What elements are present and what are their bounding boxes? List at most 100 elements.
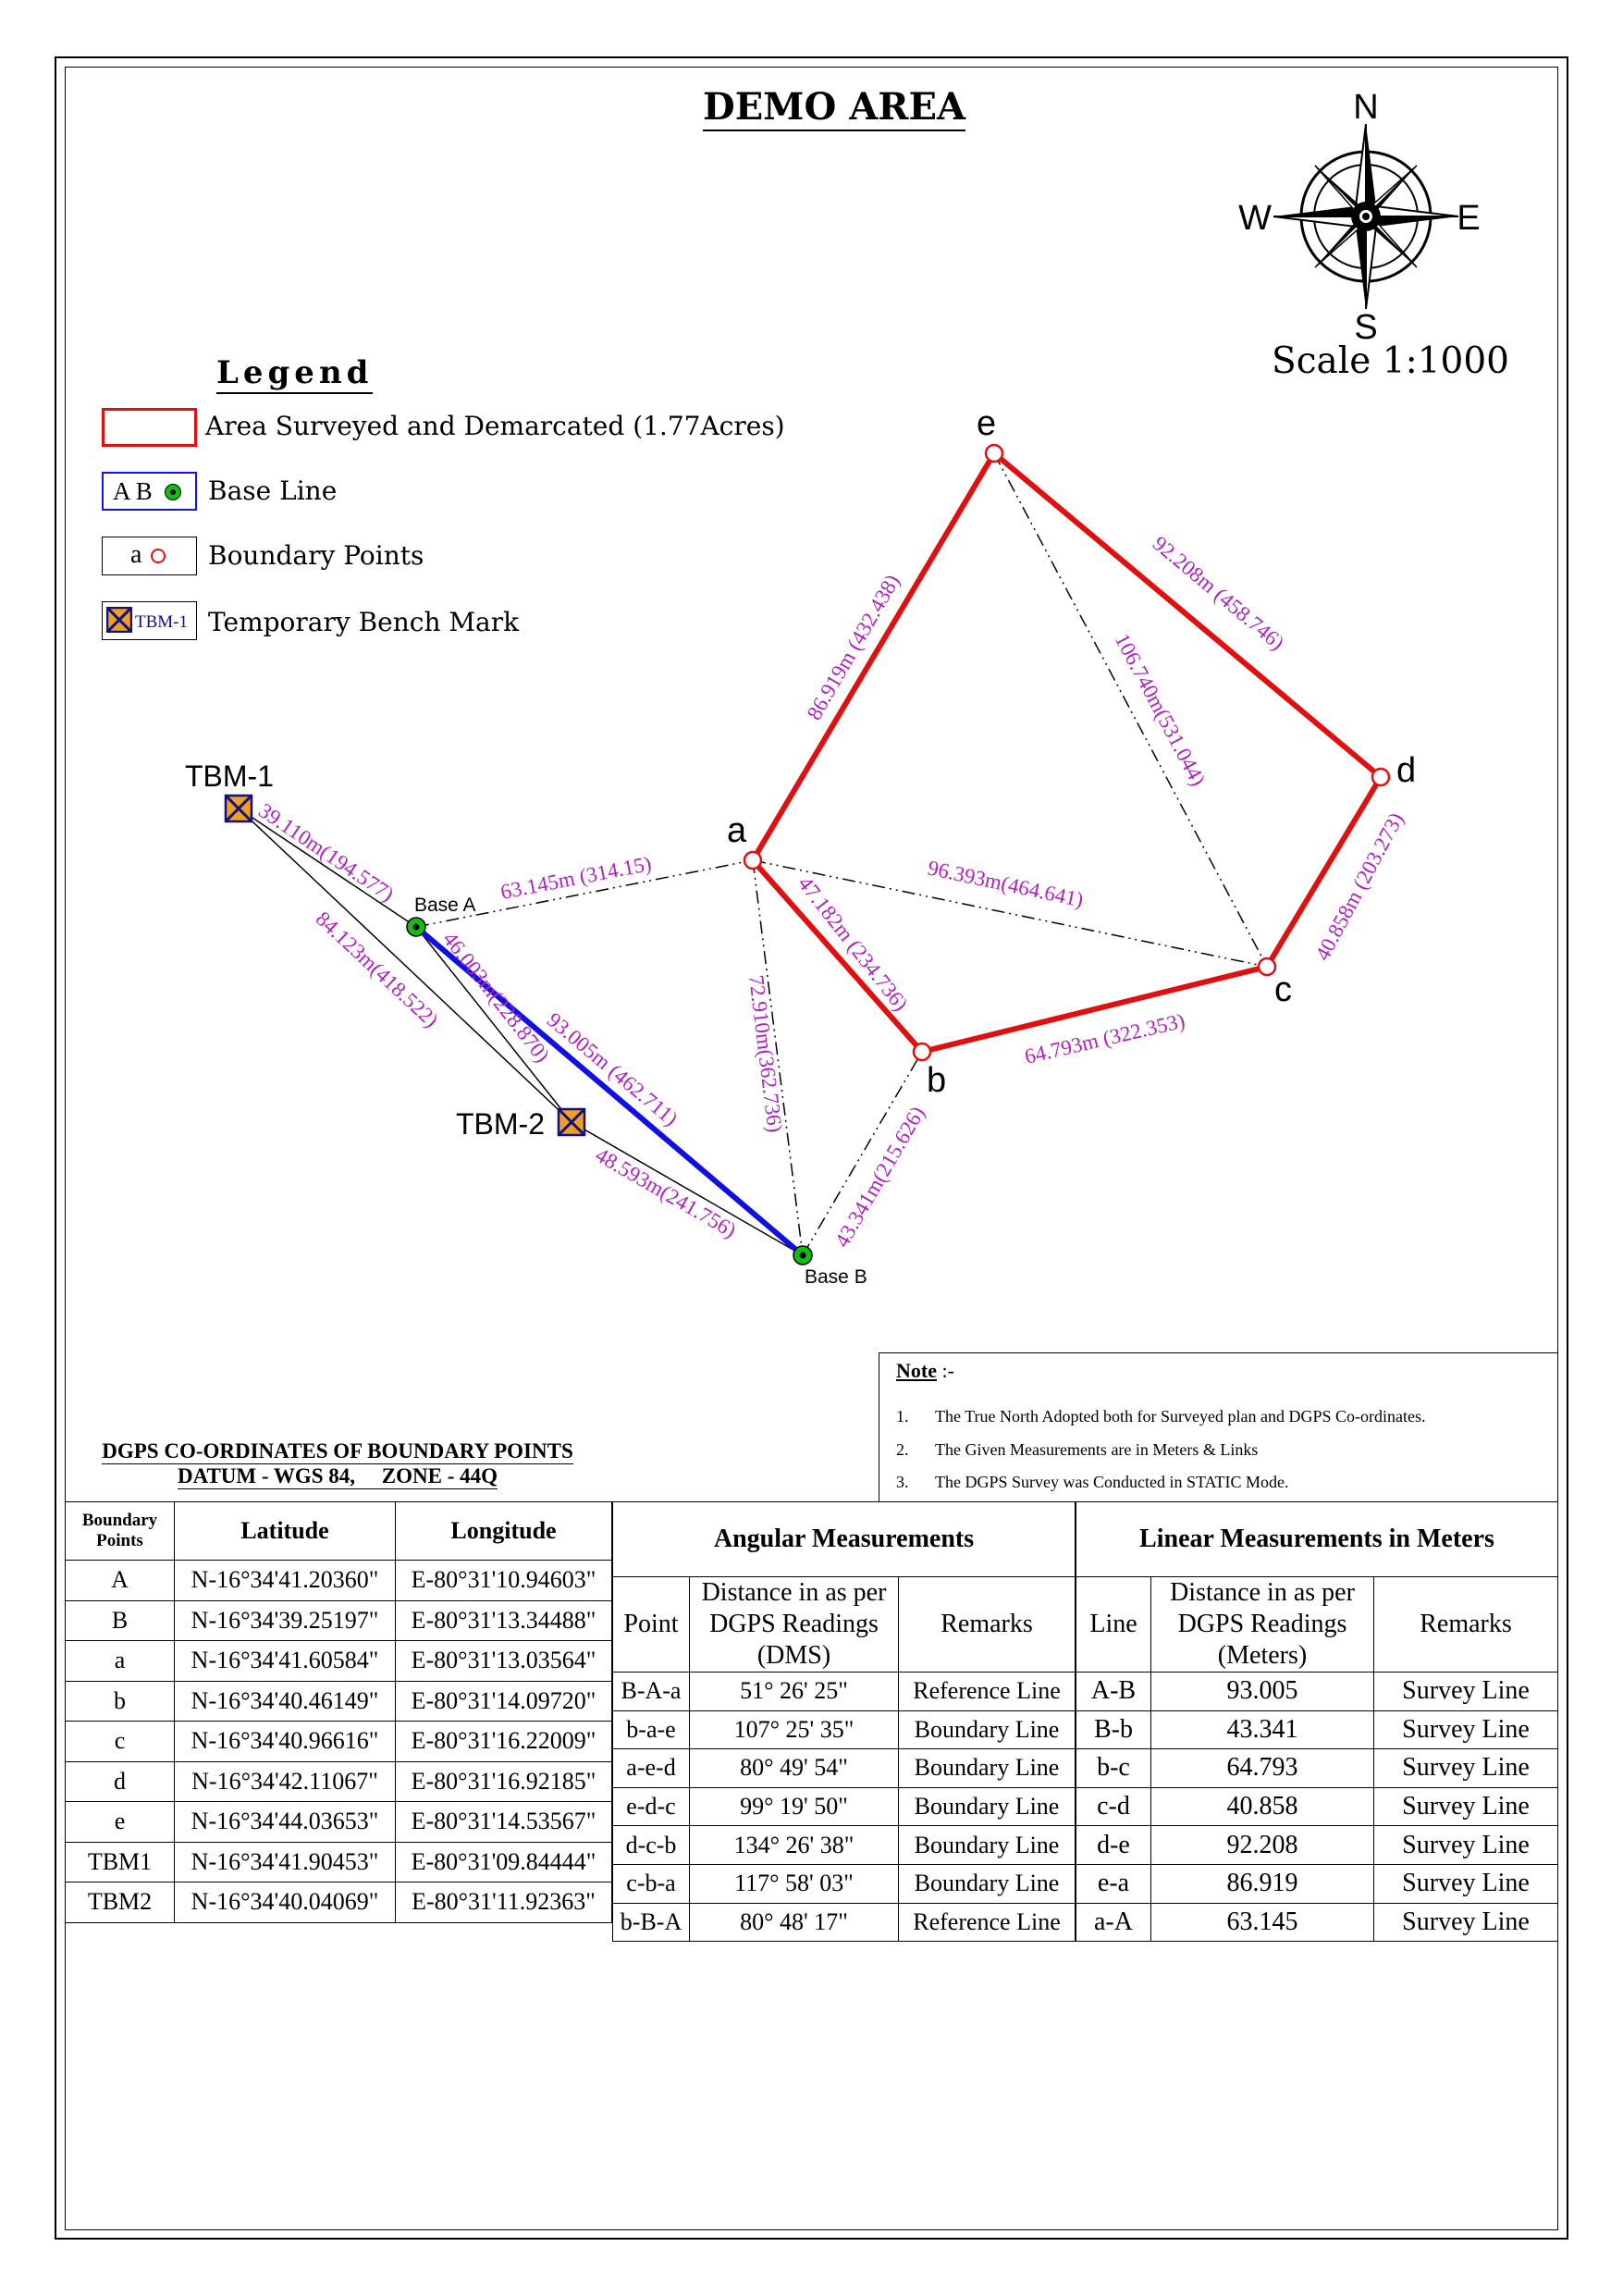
angular-cell-remarks: Boundary Line	[898, 1825, 1076, 1865]
angular-table-row: b-B-A 80° 48' 17" Reference Line	[612, 1902, 1076, 1943]
linear-cell-distance: 64.793	[1150, 1748, 1374, 1788]
dgps-table-row: A N-16°34'41.20360" E-80°31'10.94603"	[65, 1560, 612, 1601]
dgps-table-row: b N-16°34'40.46149" E-80°31'14.09720"	[65, 1680, 612, 1722]
measure-e-a: 86.919m (432.438)	[803, 571, 904, 724]
line-baseb-b	[802, 1051, 923, 1256]
legend-label-boundary-point: Boundary Points	[208, 540, 424, 571]
boundary-polygon	[749, 449, 1384, 1055]
linear-cell-line: b-c	[1076, 1748, 1151, 1788]
dgps-cell-longitude: E-80°31'16.92185"	[395, 1760, 612, 1802]
angular-cell-point: c-b-a	[612, 1863, 690, 1904]
compass-s-label: S	[1354, 308, 1377, 347]
dgps-cell-point: A	[65, 1560, 175, 1601]
outer-frame	[55, 56, 1568, 2240]
line-e-c	[993, 452, 1268, 968]
inner-frame	[65, 67, 1558, 2230]
angular-title: Angular Measurements	[612, 1501, 1076, 1577]
boundary-point-a	[743, 850, 763, 870]
point-label-base-a: Base A	[414, 895, 476, 916]
linear-table-row: c-d 40.858 Survey Line	[1076, 1786, 1558, 1827]
legend-base-point-icon	[165, 484, 181, 500]
dgps-cell-longitude: E-80°31'11.92363"	[395, 1882, 612, 1923]
linear-cell-remarks: Survey Line	[1373, 1902, 1558, 1943]
dgps-cell-latitude: N-16°34'40.96616"	[174, 1721, 396, 1762]
legend-label-baseline: Base Line	[208, 475, 338, 506]
linear-cell-line: B-b	[1076, 1710, 1151, 1750]
dgps-cell-point: a	[65, 1640, 175, 1682]
dgps-header-latitude: Latitude	[174, 1501, 396, 1561]
measure-b-c: 64.793m (322.353)	[1023, 1009, 1187, 1068]
linear-cell-line: d-e	[1076, 1825, 1151, 1865]
point-label-b: b	[927, 1061, 946, 1100]
dgps-cell-point: TBM1	[65, 1841, 175, 1882]
dgps-cell-latitude: N-16°34'40.04069"	[174, 1882, 396, 1923]
point-label-base-b: Base B	[805, 1266, 867, 1288]
line-tbm2-baseb	[571, 1121, 804, 1256]
measure-d-c: 40.858m (203.273)	[1310, 809, 1408, 964]
dgps-table-row: e N-16°34'44.03653" E-80°31'14.53567"	[65, 1801, 612, 1843]
note-item-2: 2. The Given Measurements are in Meters &…	[896, 1440, 1259, 1459]
note-item-1: 1. The True North Adopted both for Survey…	[896, 1407, 1426, 1426]
angular-cell-angle: 80° 48' 17"	[689, 1902, 899, 1943]
linear-table-row: d-e 92.208 Survey Line	[1076, 1825, 1558, 1865]
note-title: Note :-	[896, 1359, 954, 1382]
angular-cell-angle: 134° 26' 38"	[689, 1825, 899, 1865]
linear-cell-remarks: Survey Line	[1373, 1786, 1558, 1827]
dgps-cell-point: e	[65, 1801, 175, 1843]
linear-table-row: a-A 63.145 Survey Line	[1076, 1902, 1558, 1943]
measure-a-c: 96.393m(464.641)	[926, 856, 1086, 911]
dgps-cell-point: c	[65, 1721, 175, 1762]
linear-cell-remarks: Survey Line	[1373, 1863, 1558, 1904]
dgps-cell-point: d	[65, 1760, 175, 1802]
angular-cell-remarks: Reference Line	[898, 1672, 1076, 1711]
angular-table: Angular Measurements Point Distance in a…	[612, 1501, 1076, 1943]
angular-table-row: B-A-a 51° 26' 25" Reference Line	[612, 1672, 1076, 1711]
boundary-point-d	[1371, 767, 1391, 787]
linear-cell-distance: 93.005	[1150, 1672, 1374, 1711]
linear-cell-distance: 63.145	[1150, 1902, 1374, 1943]
dgps-table-row: B N-16°34'39.25197" E-80°31'13.34488"	[65, 1599, 612, 1641]
angular-cell-point: B-A-a	[612, 1672, 690, 1711]
legend-swatch-baseline: A B	[102, 472, 197, 511]
legend-boundary-point-icon	[151, 549, 166, 563]
legend-title: Legend	[216, 353, 374, 394]
angular-cell-point: a-e-d	[612, 1748, 690, 1788]
linear-cell-distance: 40.858	[1150, 1786, 1374, 1827]
angular-cell-remarks: Boundary Line	[898, 1748, 1076, 1788]
dgps-cell-longitude: E-80°31'16.22009"	[395, 1721, 612, 1762]
dgps-cell-latitude: N-16°34'41.90453"	[174, 1841, 396, 1882]
dgps-table-row: c N-16°34'40.96616" E-80°31'16.22009"	[65, 1721, 612, 1762]
line-tbm1-basea	[238, 808, 417, 928]
angular-table-row: e-d-c 99° 19' 50" Boundary Line	[612, 1786, 1076, 1827]
note-box: Note :- 1. The True North Adopted both fo…	[879, 1352, 1558, 1502]
dgps-table-row: TBM1 N-16°34'41.90453" E-80°31'09.84444"	[65, 1841, 612, 1882]
base-line	[414, 924, 805, 1258]
linear-table-row: b-c 64.793 Survey Line	[1076, 1748, 1558, 1788]
angular-cell-angle: 51° 26' 25"	[689, 1672, 899, 1711]
compass-e-label: E	[1457, 199, 1480, 238]
legend-tbm-text: TBM-1	[135, 612, 188, 632]
legend-label-area: Area Surveyed and Demarcated (1.77Acres)	[205, 411, 785, 441]
angular-cell-point: b-B-A	[612, 1902, 690, 1943]
point-label-e: e	[977, 404, 996, 443]
compass-n-label: N	[1353, 88, 1378, 127]
dgps-title: DGPS CO-ORDINATES OF BOUNDARY POINTS DAT…	[102, 1439, 573, 1489]
legend-boundary-point-text: a	[130, 540, 142, 569]
linear-cell-distance: 86.919	[1150, 1863, 1374, 1904]
angular-cell-point: e-d-c	[612, 1786, 690, 1827]
boundary-point-c	[1257, 957, 1277, 977]
linear-cell-line: a-A	[1076, 1902, 1151, 1943]
angular-table-row: b-a-e 107° 25' 35" Boundary Line	[612, 1710, 1076, 1750]
linear-title: Linear Measurements in Meters	[1076, 1501, 1558, 1577]
measure-basea-tbm2: 46.003m(228.870)	[438, 928, 554, 1067]
angular-cell-remarks: Boundary Line	[898, 1863, 1076, 1904]
point-label-d: d	[1396, 751, 1416, 790]
linear-cell-distance: 92.208	[1150, 1825, 1374, 1865]
angular-cell-point: d-c-b	[612, 1825, 690, 1865]
line-a-c	[752, 859, 1268, 968]
linear-cell-remarks: Survey Line	[1373, 1710, 1558, 1750]
linear-table-row: e-a 86.919 Survey Line	[1076, 1863, 1558, 1904]
dgps-cell-point: b	[65, 1680, 175, 1722]
scale-label: Scale 1:1000	[1272, 340, 1509, 382]
legend-swatch-boundary-point: a	[102, 537, 197, 575]
